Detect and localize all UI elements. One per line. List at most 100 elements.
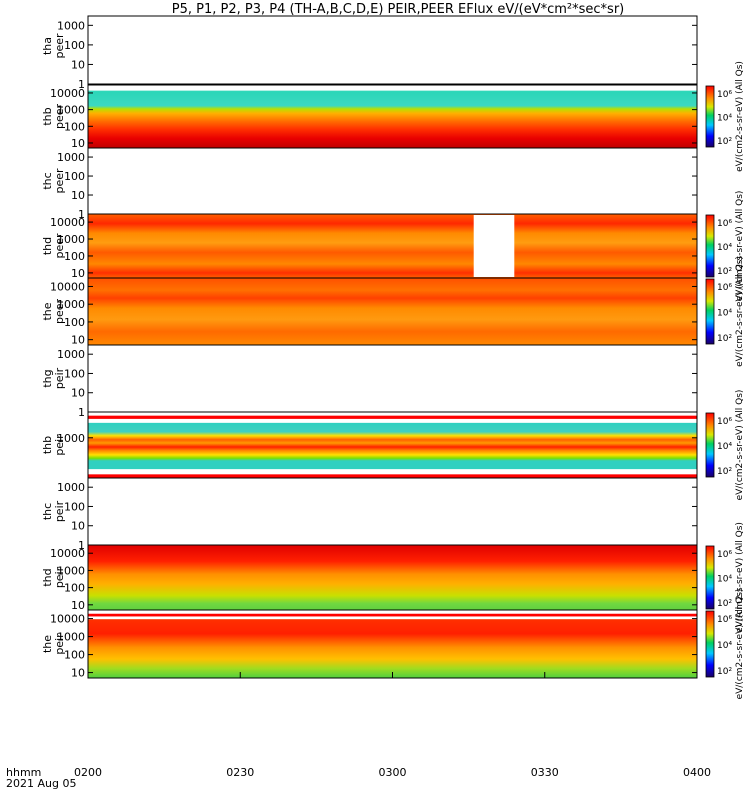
- panel-tha-peer: 1000 100 10 1: [57, 15, 698, 91]
- colorbar: [705, 85, 715, 148]
- panel-ylabel: thepeir: [41, 633, 66, 655]
- y-tick-label: 10: [71, 189, 85, 202]
- colorbar-label: eV/(cm2-s-sr-eV) (All Qs): [735, 589, 745, 700]
- colorbar-tick-label: 10⁶: [717, 417, 732, 427]
- colorbar: [705, 545, 715, 610]
- colorbar-label: eV/(cm2-s-sr-eV) (All Qs): [735, 390, 745, 501]
- y-tick-label: 100: [64, 500, 85, 513]
- colorbar-label: eV/(cm2-s-sr-eV) (All Qs): [735, 191, 745, 302]
- y-tick-label: 100: [64, 120, 85, 133]
- colorbar-tick-label: 10⁴: [717, 641, 732, 651]
- colorbar-tick-label: 10⁶: [717, 550, 732, 560]
- y-tick-label: 1000: [57, 19, 85, 32]
- y-tick-label: 1: [78, 539, 85, 552]
- tha-panel-label: thapeer: [41, 33, 66, 59]
- colorbar-tick-label: 10⁴: [717, 442, 732, 452]
- data-gap: [473, 215, 515, 277]
- panel-frame: [87, 147, 698, 215]
- y-tick-label: 10: [71, 137, 85, 150]
- y-tick-label: 10: [71, 520, 85, 533]
- panel-frame: [87, 477, 698, 546]
- colorbar-label: eV/(cm2-s-sr-eV) (All Qs): [735, 522, 745, 633]
- y-tick-label: 10000: [50, 280, 85, 293]
- colorbar-tick-label: 10²: [717, 599, 732, 609]
- y-tick-label: 100: [64, 582, 85, 595]
- y-tick-label: 1000: [57, 298, 85, 311]
- colorbar: [705, 412, 715, 478]
- y-tick-label: 100: [64, 250, 85, 263]
- colorbar-tick-label: 10²: [717, 334, 732, 344]
- x-tick-label: 0200: [74, 766, 102, 779]
- y-tick-label: 100: [64, 649, 85, 662]
- colorbar-tick-label: 10⁴: [717, 575, 732, 585]
- colorbar-tick-label: 10⁶: [717, 219, 732, 229]
- x-tick-label: 0300: [379, 766, 407, 779]
- y-tick-label: 1000: [57, 481, 85, 494]
- y-tick-label: 1: [78, 78, 85, 91]
- y-tick-label: 10: [71, 667, 85, 680]
- spectrogram-band: [88, 214, 697, 278]
- panel-frame: [87, 344, 698, 413]
- spectrogram-band: [88, 85, 697, 148]
- colorbar: [705, 214, 715, 278]
- panel-thc-peer: 1000 100 10 1 thcpeer: [41, 147, 698, 221]
- panel-thg-peir: 1000 100 10 1 thgpeir: [41, 344, 698, 419]
- panel-frame: [87, 15, 698, 85]
- panel-ylabel: thcpeer: [41, 168, 66, 194]
- colorbar-tick-label: 10⁶: [717, 90, 732, 100]
- y-tick-label: 10000: [50, 613, 85, 626]
- y-tick-label: 1: [78, 406, 85, 419]
- panel-ylabel: thdpeer: [41, 233, 66, 259]
- panel-ylabel: thdpeir: [41, 566, 66, 588]
- panel-ylabel: thbpeer: [41, 104, 66, 130]
- spectrogram-band: [88, 412, 697, 478]
- colorbar-tick-label: 10²: [717, 467, 732, 477]
- panel-the-peir: 10⁶ 10⁴ 10² eV/(cm2-s-sr-eV) (All Qs) 10000 1…: [41, 589, 745, 700]
- y-tick-label: 1000: [57, 432, 85, 445]
- y-tick-label: 1000: [57, 233, 85, 246]
- colorbar-tick-label: 10²: [717, 667, 732, 677]
- y-tick-label: 1000: [57, 564, 85, 577]
- spectrogram-band: [88, 545, 697, 610]
- y-tick-label: 100: [64, 39, 85, 52]
- y-tick-label: 10: [71, 334, 85, 347]
- y-tick-label: 1000: [57, 348, 85, 361]
- y-tick-label: 100: [64, 170, 85, 183]
- colorbar: [705, 278, 715, 345]
- y-tick-label: 10000: [50, 87, 85, 100]
- panel-ylabel: thgpeir: [41, 367, 66, 389]
- colorbar-tick-label: 10⁴: [717, 114, 732, 124]
- y-tick-label: 1000: [57, 631, 85, 644]
- y-tick-label: 1000: [57, 104, 85, 117]
- x-tick-label: 0400: [683, 766, 711, 779]
- colorbar-tick-label: 10⁴: [717, 243, 732, 253]
- colorbar: [705, 610, 715, 678]
- colorbar-tick-label: 10²: [717, 267, 732, 277]
- colorbar-tick-label: 10⁴: [717, 309, 732, 319]
- colorbar-tick-label: 10²: [717, 137, 732, 147]
- y-tick-label: 1: [78, 208, 85, 221]
- y-tick-label: 100: [64, 316, 85, 329]
- y-tick-label: 10: [71, 267, 85, 280]
- panel-ylabel: thbpeir: [41, 434, 66, 456]
- spectrogram-band: [88, 610, 697, 678]
- time-unit-label: hhmm: [6, 766, 41, 779]
- colorbar-tick-label: 10⁶: [717, 283, 732, 293]
- y-tick-label: 10: [71, 58, 85, 71]
- x-tick-label: 0230: [226, 766, 254, 779]
- colorbar-label: eV/(cm2-s-sr-eV) (All Qs): [735, 256, 745, 367]
- colorbar-label: eV/(cm2-s-sr-eV) (All Qs): [735, 61, 745, 172]
- y-tick-label: 10000: [50, 216, 85, 229]
- panel-thc-peir: 1000 100 10 1 thcpeir: [41, 477, 698, 552]
- colorbar-tick-label: 10⁶: [717, 615, 732, 625]
- y-tick-label: 10000: [50, 547, 85, 560]
- figure-title: P5, P1, P2, P3, P4 (TH-A,B,C,D,E) PEIR,P…: [172, 2, 625, 17]
- y-tick-label: 10: [71, 387, 85, 400]
- panel-ylabel: thepeer: [41, 299, 66, 325]
